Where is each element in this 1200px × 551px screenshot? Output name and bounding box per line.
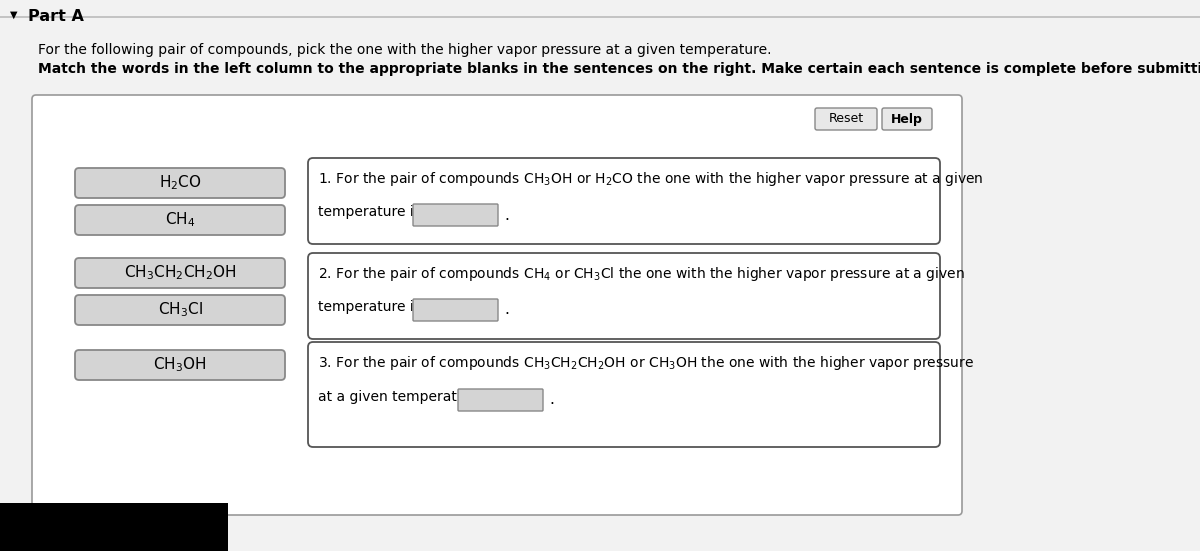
FancyBboxPatch shape <box>308 253 940 339</box>
Text: Part A: Part A <box>28 9 84 24</box>
FancyBboxPatch shape <box>413 204 498 226</box>
Text: CH$_3$OH: CH$_3$OH <box>154 355 206 374</box>
Text: CH$_3$CH$_2$CH$_2$OH: CH$_3$CH$_2$CH$_2$OH <box>124 263 236 282</box>
Text: CH$_3$Cl: CH$_3$Cl <box>157 301 203 320</box>
Text: temperature is: temperature is <box>318 300 421 314</box>
FancyBboxPatch shape <box>74 168 286 198</box>
Text: Match the words in the left column to the appropriate blanks in the sentences on: Match the words in the left column to th… <box>38 62 1200 76</box>
FancyBboxPatch shape <box>74 350 286 380</box>
Text: ▼: ▼ <box>10 10 18 20</box>
FancyBboxPatch shape <box>74 205 286 235</box>
FancyBboxPatch shape <box>32 95 962 515</box>
FancyBboxPatch shape <box>74 295 286 325</box>
FancyBboxPatch shape <box>882 108 932 130</box>
FancyBboxPatch shape <box>308 158 940 244</box>
Text: H$_2$CO: H$_2$CO <box>158 174 202 192</box>
Text: For the following pair of compounds, pick the one with the higher vapor pressure: For the following pair of compounds, pic… <box>38 43 772 57</box>
Text: .: . <box>504 302 509 317</box>
FancyBboxPatch shape <box>74 258 286 288</box>
Text: .: . <box>550 392 554 408</box>
FancyBboxPatch shape <box>815 108 877 130</box>
FancyBboxPatch shape <box>0 503 228 551</box>
FancyBboxPatch shape <box>458 389 542 411</box>
Text: CH$_4$: CH$_4$ <box>164 210 196 229</box>
FancyBboxPatch shape <box>413 299 498 321</box>
Text: 1. For the pair of compounds CH$_3$OH or H$_2$CO the one with the higher vapor p: 1. For the pair of compounds CH$_3$OH or… <box>318 170 984 188</box>
FancyBboxPatch shape <box>308 342 940 447</box>
Text: Reset: Reset <box>828 112 864 126</box>
Text: .: . <box>504 208 509 223</box>
Text: Help: Help <box>892 112 923 126</box>
Text: 2. For the pair of compounds CH$_4$ or CH$_3$Cl the one with the higher vapor pr: 2. For the pair of compounds CH$_4$ or C… <box>318 265 965 283</box>
Text: at a given temperature is: at a given temperature is <box>318 390 496 404</box>
Text: temperature is: temperature is <box>318 205 421 219</box>
Text: 3. For the pair of compounds CH$_3$CH$_2$CH$_2$OH or CH$_3$OH the one with the h: 3. For the pair of compounds CH$_3$CH$_2… <box>318 354 974 372</box>
